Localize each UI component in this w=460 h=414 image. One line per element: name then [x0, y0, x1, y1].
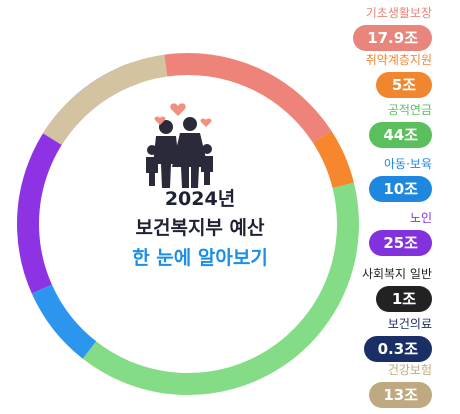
family-icon: [146, 117, 213, 188]
title-year: 2024년: [164, 188, 236, 210]
legend-value: 44조: [369, 122, 432, 148]
legend-item-elderly: 노인 25조: [369, 211, 432, 256]
legend-value: 13조: [369, 382, 432, 408]
legend-label: 보건의료: [387, 317, 432, 331]
legend-label: 아동·보육: [384, 157, 432, 171]
legend-label: 공적연금: [387, 103, 432, 117]
slice-childcare: [31, 284, 97, 359]
legend-item-basic-living: 기초생활보장 17.9조: [353, 6, 432, 51]
legend-item-childcare: 아동·보육 10조: [369, 157, 432, 202]
legend-label: 사회복지 일반: [361, 267, 432, 281]
heart-icons: [154, 103, 212, 127]
slice-vulnerable-support: [312, 130, 354, 189]
legend-label: 기초생활보장: [365, 6, 432, 20]
legend-value: 25조: [369, 230, 432, 256]
slice-basic-living: [164, 53, 332, 143]
legend-item-public-pension: 공적연금 44조: [369, 103, 432, 148]
legend-item-vulnerable-support: 취약계층지원 5조: [366, 53, 432, 98]
slice-public-pension: [82, 182, 359, 395]
title-main: 보건복지부 예산: [135, 217, 265, 239]
legend-value: 17.9조: [353, 25, 432, 51]
legend-value: 0.3조: [363, 336, 432, 362]
title-sub: 한 눈에 알아보기: [132, 247, 268, 269]
legend-label: 건강보험: [387, 363, 432, 377]
legend-label: 취약계층지원: [365, 53, 432, 67]
slice-health-insurance: [42, 54, 168, 146]
legend-value: 10조: [369, 176, 432, 202]
legend-item-health-care: 보건의료 0.3조: [363, 317, 432, 362]
legend-value: 1조: [376, 286, 432, 312]
legend-label: 노인: [409, 211, 432, 225]
legend-item-social-welfare-general: 사회복지 일반 1조: [362, 267, 432, 312]
legend-item-health-insurance: 건강보험 13조: [369, 363, 432, 408]
legend-value: 5조: [376, 72, 432, 98]
chart-title: 2024년 보건복지부 예산 한 눈에 알아보기: [90, 185, 310, 273]
